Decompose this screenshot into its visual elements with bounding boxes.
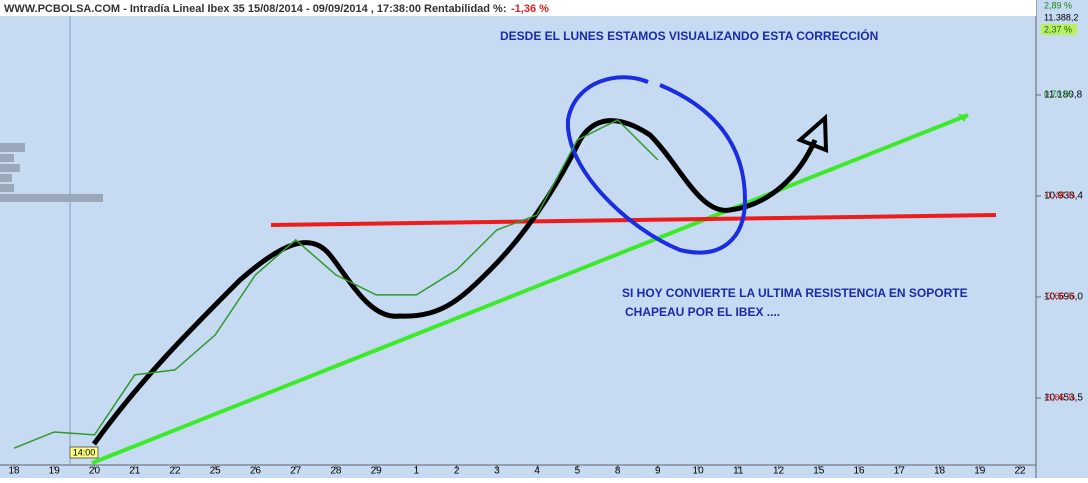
annotation: DESDE EL LUNES ESTAMOS VISUALIZANDO ESTA…: [500, 28, 878, 43]
x-tick-label: 21: [129, 466, 141, 477]
y2-tick-label: -1,48 %: [1044, 190, 1075, 200]
trend-arrow: [958, 114, 968, 122]
x-tick-label: 18: [8, 466, 20, 477]
drawn-circle: [565, 75, 748, 255]
x-tick-label: 2: [454, 466, 460, 477]
title-bar: [0, 0, 1036, 16]
y2-tick-label: 0,70 %: [1044, 89, 1072, 99]
x-tick-label: 4: [534, 466, 540, 477]
profile-bar: [0, 174, 12, 182]
x-tick-label: 29: [371, 466, 383, 477]
plot-area: [0, 0, 1036, 465]
x-tick-label: 11: [733, 466, 744, 477]
x-tick-label: 22: [1014, 466, 1026, 477]
price-line: [13, 118, 659, 449]
annotation: CHAPEAU POR EL IBEX ....: [625, 305, 780, 319]
x-tick-label: 19: [49, 466, 61, 477]
y-tick-label: 11.180,8: [1044, 90, 1083, 101]
x-tick-label: 3: [494, 466, 500, 477]
x-axis-area: [0, 465, 1036, 478]
return-label: -1,36 %: [511, 3, 549, 15]
x-tick-label: 10: [693, 466, 705, 477]
x-tick-label: 22: [169, 466, 181, 477]
x-tick-label: 18: [934, 466, 946, 477]
y2-tick-label: -3,66 %: [1044, 291, 1075, 301]
profile-bar: [0, 194, 103, 202]
x-tick-label: 8: [615, 466, 621, 477]
resistance-line: [270, 213, 997, 227]
x-tick-label: 17: [894, 466, 906, 477]
header-label: 2,89 %: [1044, 0, 1072, 10]
time-marker: 14:00: [73, 447, 96, 457]
x-tick-label: 28: [330, 466, 342, 477]
y-tick-label: 10.938,4: [1044, 191, 1083, 202]
header-highlight: [1041, 24, 1077, 35]
time-marker-box: [69, 446, 99, 459]
x-tick-label: 27: [290, 466, 302, 477]
chart-title: WWW.PCBOLSA.COM - Intradía Lineal Ibex 3…: [4, 3, 507, 15]
y-tick-label: 10.453,5: [1044, 393, 1083, 404]
x-tick-label: 5: [575, 466, 581, 477]
x-tick-label: 15: [813, 466, 825, 477]
x-tick-label: 20: [89, 466, 101, 477]
x-tick-label: 26: [250, 466, 262, 477]
x-tick-label: 1: [414, 466, 420, 477]
profile-bar: [0, 154, 14, 162]
header-label: 11.388,2: [1044, 12, 1078, 22]
y-tick-label: 10.696,0: [1044, 292, 1083, 303]
drawn-path: [91, 118, 818, 446]
x-tick-label: 9: [655, 466, 661, 477]
x-tick-label: 12: [773, 466, 785, 477]
volume-profile: [0, 143, 103, 202]
y2-tick-label: -5,85 %: [1044, 392, 1075, 402]
x-tick-label: 19: [974, 466, 986, 477]
annotation: SI HOY CONVIERTE LA ULTIMA RESISTENCIA E…: [622, 286, 968, 300]
axis-area: [1036, 0, 1088, 478]
x-tick-label: 16: [853, 466, 865, 477]
trend-line: [91, 113, 969, 465]
profile-bar: [0, 184, 14, 192]
x-tick-label: 25: [210, 466, 222, 477]
profile-bar: [0, 143, 25, 152]
header-label: 2,37 %: [1044, 24, 1072, 34]
profile-bar: [0, 164, 20, 172]
drawn-arrow: [796, 113, 829, 153]
